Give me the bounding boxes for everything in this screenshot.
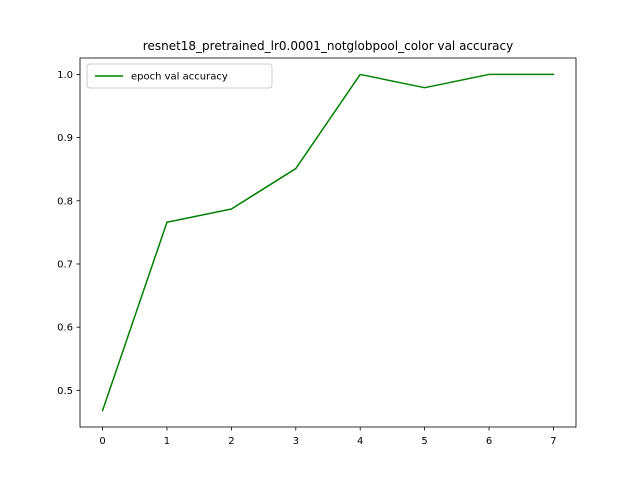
y-tick-label: 0.8 — [57, 196, 73, 207]
y-tick-label: 1.0 — [57, 70, 73, 81]
plot-area: 0 1 2 3 4 5 6 7 0.5 0.6 0.7 0.8 0.9 1.0 — [57, 57, 577, 447]
x-tick-label: 4 — [357, 436, 363, 447]
legend-label: epoch val accuracy — [131, 72, 228, 83]
legend-box — [86, 63, 273, 89]
x-tick-label: 2 — [228, 436, 234, 447]
y-tick-label: 0.5 — [57, 386, 73, 397]
x-tick-label: 5 — [421, 436, 427, 447]
x-tick-label: 1 — [164, 436, 170, 447]
x-tick-label: 6 — [486, 436, 492, 447]
y-tick-label: 0.9 — [57, 133, 73, 144]
chart-title: resnet18_pretrained_lr0.0001_notglobpool… — [143, 39, 513, 53]
legend: epoch val accuracy — [86, 63, 273, 89]
x-tick-label: 0 — [99, 436, 105, 447]
y-tick-label: 0.6 — [57, 323, 73, 334]
x-tick-label: 3 — [293, 436, 299, 447]
x-tick-label: 7 — [550, 436, 556, 447]
axes-frame — [79, 57, 577, 428]
y-tick-label: 0.7 — [57, 259, 73, 270]
series-line-0 — [101, 73, 555, 412]
